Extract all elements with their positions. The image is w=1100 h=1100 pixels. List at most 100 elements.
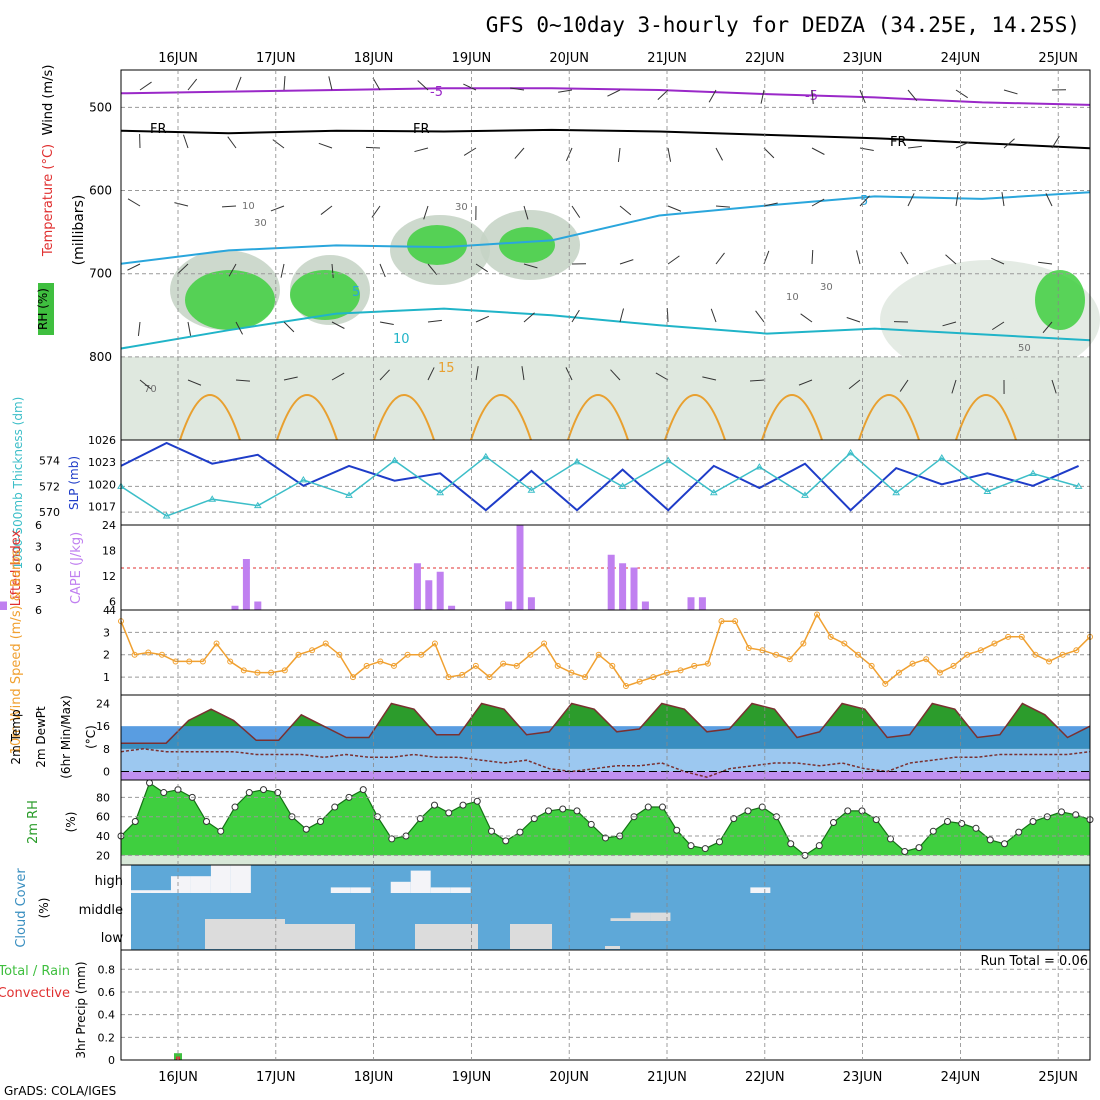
wind-speed-marker: [1032, 651, 1039, 658]
wind-speed-marker: [786, 656, 793, 663]
pressure-tick-label: 700: [89, 267, 112, 281]
cape-bar: [698, 597, 706, 610]
wind-barb: [365, 146, 381, 149]
slp-axis-label: SLP (mb): [67, 456, 81, 510]
cape-bar: [425, 580, 433, 610]
wind-speed-marker: [513, 662, 520, 669]
wind-barb: [907, 89, 918, 102]
li-tick-label: 3: [35, 583, 42, 596]
wind-barb: [811, 89, 814, 104]
wind-barb: [859, 195, 870, 207]
li-tick-label: 3: [35, 540, 42, 553]
rh-tick-label: 60: [96, 811, 110, 824]
panel-cloud-cover: high middle low Cloud Cover (%): [14, 864, 1091, 951]
slp-tick-label: 1026: [88, 434, 116, 447]
rh-contour-label: 30: [455, 202, 468, 213]
thickness-marker: [983, 487, 992, 495]
pressure-tick-label: 500: [89, 100, 112, 114]
wind-barb: [811, 198, 825, 207]
wind-speed-marker: [759, 647, 766, 654]
wind-speed-marker: [1005, 633, 1012, 640]
cloud-tick-label: high: [95, 874, 123, 889]
temp-axis-label: (6hr Min/Max): [59, 695, 73, 779]
pressure-tick-label: 600: [89, 184, 112, 198]
rh-contour-label: 10: [242, 201, 255, 212]
thickness-marker: [253, 501, 262, 509]
wind-speed-marker: [268, 669, 275, 676]
rh-marker: [331, 803, 339, 811]
rh-marker: [317, 818, 324, 826]
rh-marker: [972, 824, 980, 832]
rh-contour-label: 50: [1018, 343, 1031, 354]
wind-barb: [755, 310, 765, 323]
precip-tick-label: 0.6: [98, 986, 116, 999]
wind-barb: [187, 321, 192, 336]
wind-speed-marker: [350, 674, 357, 681]
wind-barb: [811, 147, 825, 155]
wind-label: Wind (m/s): [41, 65, 56, 136]
wind-barb: [899, 379, 909, 392]
isotherm-15-arc: [179, 394, 241, 441]
rh-marker: [245, 789, 253, 797]
wind-speed-marker: [622, 683, 629, 690]
precip-frame: [120, 949, 1091, 1061]
day-label-top: 17JUN: [256, 51, 296, 66]
wind-barb: [945, 254, 957, 265]
wind-speed-marker: [322, 640, 329, 647]
precip-axis-label: 3hr Precip (mm): [74, 961, 88, 1058]
thickness-marker: [1074, 482, 1083, 489]
day-label-top: 19JUN: [452, 51, 492, 66]
rh-base-band: [121, 855, 1090, 865]
wind-barb: [523, 312, 535, 323]
wind-tick-label: 3: [103, 626, 110, 639]
wind-speed-marker: [418, 651, 425, 658]
day-label-bottom: 17JUN: [256, 1070, 296, 1085]
rh2m-unit-label: (%): [64, 812, 78, 833]
rh-marker: [787, 840, 795, 848]
wind-speed-marker: [213, 640, 220, 647]
cloud-bar-middle: [630, 912, 651, 921]
wind-speed-marker: [773, 651, 780, 658]
cape-bar: [641, 601, 649, 610]
wind-barb: [667, 147, 672, 162]
rh-marker: [915, 844, 923, 852]
wind-speed-marker: [295, 651, 302, 658]
rh-contour-label: 30: [820, 282, 833, 293]
wind-barb: [475, 366, 479, 381]
wind-barb: [715, 252, 725, 265]
wind-barb: [907, 193, 915, 207]
rh-marker: [431, 801, 438, 809]
rh-marker: [587, 820, 595, 828]
wind-barb: [331, 321, 345, 329]
rh-contour-fill: [407, 225, 467, 265]
wind-barb: [1003, 138, 1015, 149]
rh-marker: [716, 838, 723, 846]
slp-line: [120, 441, 1079, 512]
wind-barb: [760, 89, 765, 104]
day-label-top: 24JUN: [941, 51, 981, 66]
rh-marker: [872, 816, 880, 824]
cape-bar: [607, 554, 615, 610]
rh-marker: [944, 818, 951, 826]
pressure-axis-label: (millibars): [71, 195, 87, 266]
wind-barb: [657, 89, 669, 100]
thickness-marker: [390, 456, 399, 464]
cloud-bar-high: [170, 876, 191, 893]
thickness-marker: [1029, 469, 1037, 476]
wind-speed-line: [120, 612, 1091, 687]
wind-speed-marker: [445, 674, 452, 681]
day-label-top: 16JUN: [158, 51, 198, 66]
wind-barb: [848, 379, 861, 390]
rh-marker: [1058, 808, 1065, 816]
rh-marker: [929, 827, 937, 835]
wind-barb: [379, 369, 390, 381]
isotherm-15-arc: [858, 394, 920, 441]
cloud-bar-high: [131, 890, 151, 893]
wind-speed-marker: [1073, 647, 1080, 654]
wind-speed-marker: [431, 640, 438, 647]
rh-contour-fill: [185, 270, 275, 330]
wind-speed-marker: [718, 618, 725, 625]
temp-axis-label: 2m Temp: [9, 709, 23, 764]
